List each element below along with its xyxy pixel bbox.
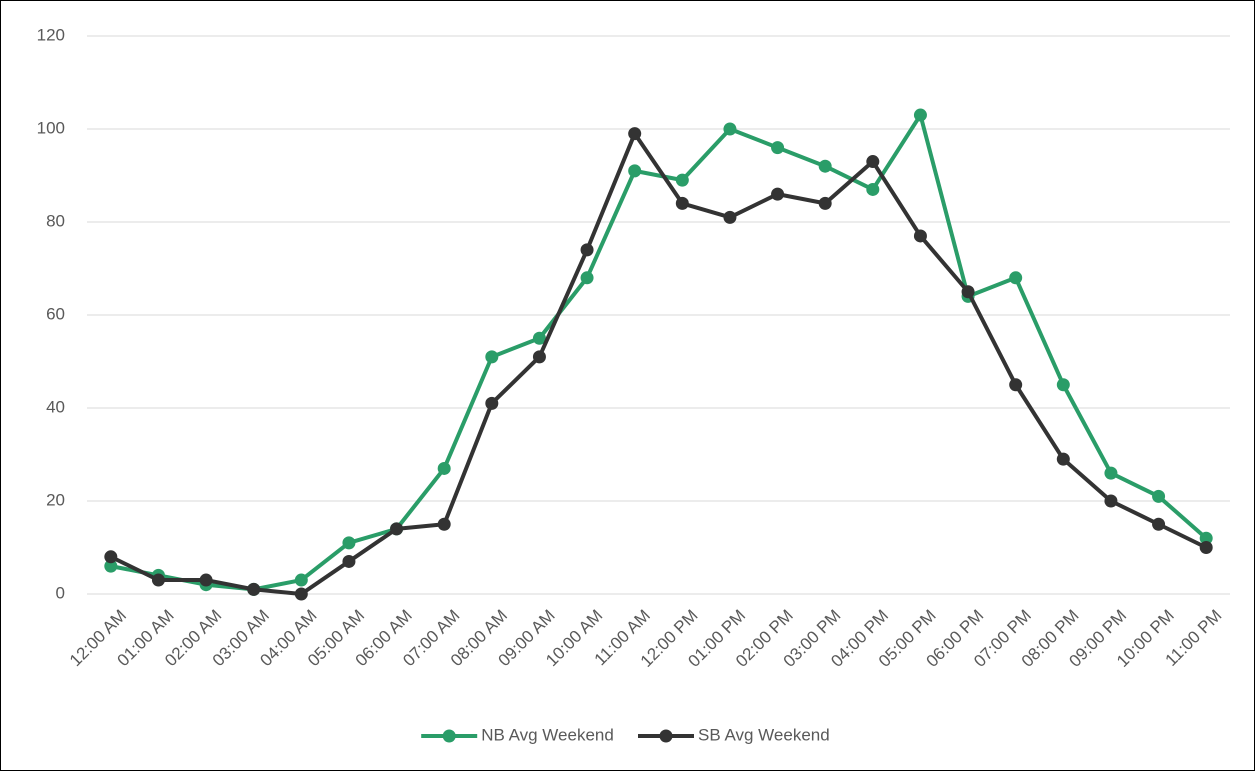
- data-point: [485, 396, 499, 410]
- data-point: [1056, 452, 1070, 466]
- data-point: [1152, 517, 1166, 531]
- data-point: [818, 196, 832, 210]
- data-point: [913, 229, 927, 243]
- data-point: [294, 573, 308, 587]
- data-point: [1056, 378, 1070, 392]
- data-point: [390, 522, 404, 536]
- data-point: [675, 196, 689, 210]
- data-point: [1199, 541, 1213, 554]
- data-point: [1009, 378, 1023, 392]
- data-point: [104, 550, 118, 564]
- y-tick-label: 80: [46, 211, 65, 230]
- data-point: [580, 243, 594, 257]
- data-point: [723, 122, 737, 136]
- data-point: [199, 573, 213, 587]
- data-point: [104, 559, 118, 573]
- data-point: [580, 271, 594, 285]
- data-point: [532, 350, 546, 364]
- data-point: [628, 164, 642, 178]
- data-point: [818, 159, 832, 173]
- data-point: [771, 141, 785, 155]
- y-tick-label: 0: [56, 583, 65, 602]
- data-point: [294, 587, 308, 601]
- y-tick-label: 40: [46, 397, 65, 416]
- data-point: [675, 173, 689, 187]
- data-point: [961, 285, 975, 299]
- series-line: [110, 113, 1208, 592]
- data-point: [437, 461, 451, 475]
- data-point: [1199, 531, 1213, 545]
- data-point: [1104, 494, 1118, 508]
- data-point: [723, 210, 737, 224]
- data-point: [628, 127, 642, 141]
- y-tick-label: 60: [46, 304, 65, 323]
- data-point: [866, 182, 880, 196]
- data-point: [1009, 271, 1023, 285]
- data-point: [532, 331, 546, 345]
- y-tick-label: 120: [37, 25, 65, 44]
- series-line: [109, 131, 1208, 596]
- data-point: [342, 554, 356, 568]
- legend-label: NB Avg Weekend: [481, 725, 614, 744]
- y-tick-label: 20: [46, 490, 65, 509]
- legend-label: SB Avg Weekend: [698, 725, 830, 744]
- data-point: [1104, 466, 1118, 480]
- legend-swatch-marker: [442, 729, 456, 743]
- data-point: [771, 187, 785, 201]
- data-point: [437, 517, 451, 531]
- data-point: [866, 155, 880, 169]
- y-tick-label: 100: [37, 118, 65, 137]
- data-point: [1152, 489, 1166, 503]
- legend-swatch-marker: [659, 729, 673, 743]
- data-point: [151, 573, 165, 587]
- data-point: [913, 108, 927, 122]
- data-point: [485, 350, 499, 364]
- data-point: [342, 536, 356, 550]
- data-point: [247, 582, 261, 596]
